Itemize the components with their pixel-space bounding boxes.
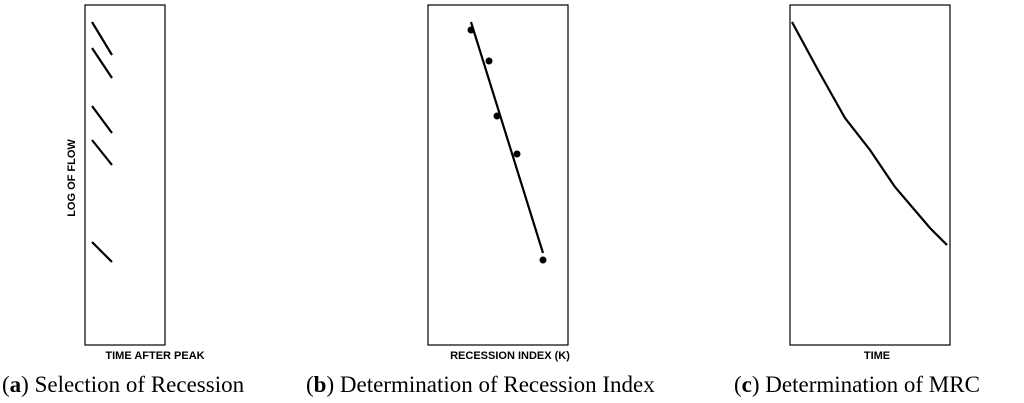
panel-b: RECESSION INDEX (K) (b) Determination of… bbox=[306, 4, 655, 397]
caption: (a) Selection of Recession bbox=[2, 372, 245, 397]
mrc-curve bbox=[791, 21, 948, 246]
caption-paren: ( bbox=[734, 372, 742, 397]
point bbox=[493, 112, 501, 120]
caption-text: ) Selection of Recession bbox=[21, 372, 244, 397]
recession-segment bbox=[91, 241, 113, 263]
x-axis-label: RECESSION INDEX (K) bbox=[450, 350, 570, 362]
panel-frame bbox=[427, 4, 569, 346]
x-axis-label: TIME AFTER PEAK bbox=[105, 350, 204, 362]
panel-a: TIME AFTER PEAK LOG OF FLOW (a) Selectio… bbox=[2, 4, 245, 397]
caption-paren: ( bbox=[306, 372, 314, 397]
recession-segment bbox=[91, 21, 113, 56]
caption: (c) Determination of MRC bbox=[734, 372, 980, 397]
panel-c: TIME (c) Determination of MRC bbox=[734, 4, 980, 397]
fit-line bbox=[469, 21, 545, 254]
caption-text: ) Determination of Recession Index bbox=[326, 372, 655, 397]
point bbox=[485, 57, 493, 65]
point bbox=[539, 256, 547, 264]
panel-frame bbox=[789, 4, 951, 346]
point bbox=[513, 150, 521, 158]
y-axis-label: LOG OF FLOW bbox=[66, 139, 78, 217]
recession-segment bbox=[91, 105, 113, 134]
recession-segment bbox=[91, 139, 113, 166]
caption-paren: ( bbox=[2, 372, 10, 397]
recession-segment bbox=[91, 47, 113, 79]
panel-frame bbox=[84, 4, 166, 346]
x-axis-label: TIME bbox=[864, 350, 890, 362]
caption-letter: b bbox=[314, 372, 327, 397]
caption-letter: a bbox=[10, 372, 22, 397]
caption-text: ) Determination of MRC bbox=[752, 372, 980, 397]
point bbox=[467, 26, 475, 34]
caption-letter: c bbox=[742, 372, 752, 397]
caption: (b) Determination of Recession Index bbox=[306, 372, 655, 397]
